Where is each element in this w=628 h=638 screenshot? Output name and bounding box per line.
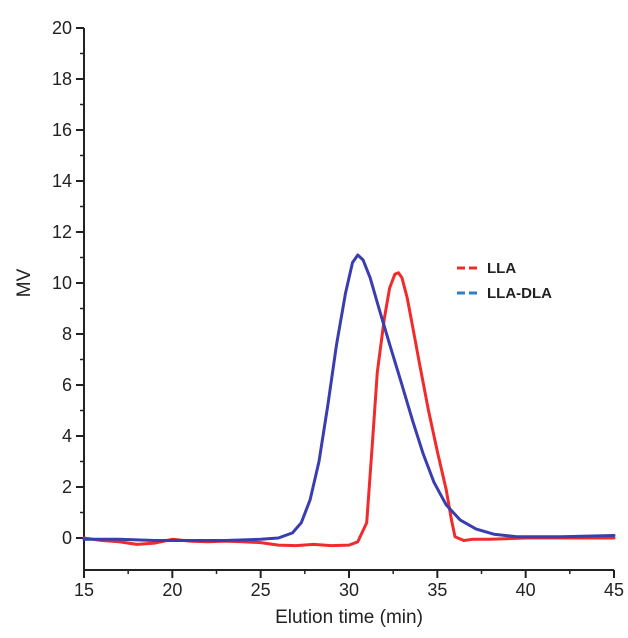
x-tick-label: 30 [339,580,359,600]
y-tick-label: 2 [62,477,72,497]
x-tick-label: 40 [516,580,536,600]
ticks: 0 2 4 6 8 10 12 14 16 18 20 15 20 25 30 35 40 45 [52,18,624,600]
y-tick-label: 16 [52,120,72,140]
x-tick-label: 20 [162,580,182,600]
y-tick-label: 10 [52,273,72,293]
x-axis-title: Elution time (min) [275,607,423,628]
y-tick-label: 6 [62,375,72,395]
series-line-lla-dla [82,253,616,542]
x-tick-label: 15 [74,580,94,600]
x-tick-label: 45 [604,580,624,600]
x-tick-label: 35 [427,580,447,600]
series-line-lla [82,271,616,548]
y-tick-label: 12 [52,222,72,242]
y-axis-title: MV [14,268,35,297]
y-tick-label: 0 [62,528,72,548]
y-tick-label: 4 [62,426,72,446]
y-tick-label: 8 [62,324,72,344]
legend-label: LLA-DLA [487,285,552,302]
legend: LLA LLA-DLA [457,260,552,302]
y-tick-label: 14 [52,171,72,191]
legend-label: LLA [487,260,516,277]
y-tick-label: 20 [52,18,72,38]
series-layer [82,253,616,548]
x-tick-label: 25 [251,580,271,600]
y-tick-label: 18 [52,69,72,89]
